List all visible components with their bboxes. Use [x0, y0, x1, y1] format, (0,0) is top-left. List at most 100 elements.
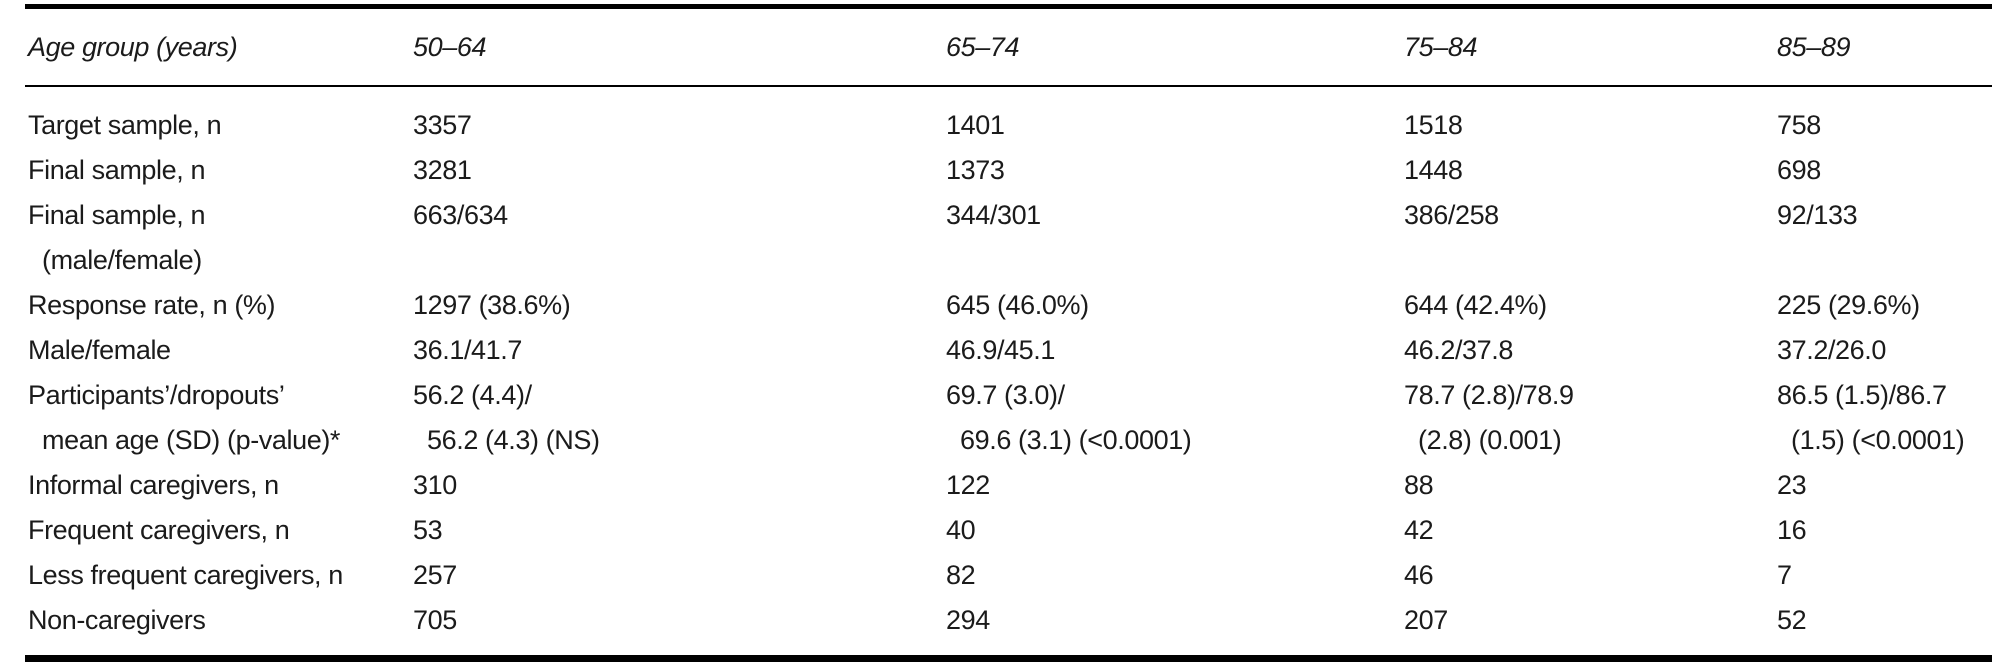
data-cell: 69.7 (3.0)/ 69.6 (3.1) (<0.0001) [946, 373, 1404, 463]
cell-line: 310 [413, 470, 457, 500]
data-cell: 386/258 [1404, 193, 1777, 283]
cell-line: 758 [1777, 110, 1821, 140]
cell-line: 1401 [946, 110, 1005, 140]
data-cell: 122 [946, 463, 1404, 508]
cell-line: Less frequent caregivers, n [28, 560, 343, 590]
header-label: 65–74 [946, 31, 1020, 62]
cell-line: (male/female) [42, 245, 202, 275]
cell-line: 78.7 (2.8)/78.9 [1404, 380, 1574, 410]
cell-line: (2.8) (0.001) [1418, 425, 1562, 455]
cell-line: 644 (42.4%) [1404, 290, 1547, 320]
row-label-cell: Less frequent caregivers, n [25, 553, 413, 598]
row-label-cell: Final sample, n [25, 148, 413, 193]
cell-line: 82 [946, 560, 976, 590]
table-row-male-female: Male/female 36.1/41.7 46.9/45.1 46.2/37.… [25, 328, 1992, 373]
cell-line: 53 [413, 515, 443, 545]
table-row-final-sample: Final sample, n 3281 1373 1448 698 [25, 148, 1992, 193]
header-label: 75–84 [1404, 31, 1478, 62]
cell-line: 36.1/41.7 [413, 335, 523, 365]
age-group-table: Age group (years) 50–64 65–74 75–84 85–8… [25, 0, 1992, 662]
data-cell: 37.2/26.0 [1777, 328, 1992, 373]
row-label-cell: Male/female [25, 328, 413, 373]
table-row-mean-age: Participants’/dropouts’ mean age (SD) (p… [25, 373, 1992, 463]
data-cell: 225 (29.6%) [1777, 283, 1992, 328]
data-cell: 46.9/45.1 [946, 328, 1404, 373]
table-row-less-frequent-caregivers: Less frequent caregivers, n 257 82 46 7 [25, 553, 1992, 598]
cell-line: Participants’/dropouts’ [28, 380, 285, 410]
cell-line: 1518 [1404, 110, 1463, 140]
cell-line: Informal caregivers, n [28, 470, 279, 500]
cell-line: 46.2/37.8 [1404, 335, 1514, 365]
cell-line: 40 [946, 515, 976, 545]
data-cell: 3281 [413, 148, 946, 193]
header-label: 85–89 [1777, 31, 1851, 62]
cell-line: 122 [946, 470, 990, 500]
cell-line: 663/634 [413, 200, 508, 230]
cell-line: 86.5 (1.5)/86.7 [1777, 380, 1947, 410]
cell-line: 92/133 [1777, 200, 1858, 230]
data-cell: 40 [946, 508, 1404, 553]
table-row-frequent-caregivers: Frequent caregivers, n 53 40 42 16 [25, 508, 1992, 553]
data-cell: 46.2/37.8 [1404, 328, 1777, 373]
cell-line: 46.9/45.1 [946, 335, 1056, 365]
data-cell: 698 [1777, 148, 1992, 193]
data-cell: 644 (42.4%) [1404, 283, 1777, 328]
header-75-84: 75–84 [1404, 25, 1777, 70]
cell-line: Final sample, n [28, 155, 206, 185]
cell-line: 207 [1404, 605, 1448, 635]
header-label: Age group (years) [28, 31, 238, 62]
header-50-64: 50–64 [413, 25, 946, 70]
cell-line: 1373 [946, 155, 1005, 185]
data-cell: 7 [1777, 553, 1992, 598]
data-cell: 1401 [946, 103, 1404, 148]
cell-line: (1.5) (<0.0001) [1791, 425, 1965, 455]
header-65-74: 65–74 [946, 25, 1404, 70]
cell-line: 1448 [1404, 155, 1463, 185]
data-cell: 42 [1404, 508, 1777, 553]
cell-line: 42 [1404, 515, 1434, 545]
table-row-non-caregivers: Non-caregivers 705 294 207 52 [25, 598, 1992, 643]
header-age-group: Age group (years) [25, 25, 413, 70]
table-header-row: Age group (years) 50–64 65–74 75–84 85–8… [25, 9, 1992, 85]
row-label-cell: Informal caregivers, n [25, 463, 413, 508]
cell-line: 69.7 (3.0)/ [946, 380, 1065, 410]
row-label-cell: Participants’/dropouts’ mean age (SD) (p… [25, 373, 413, 463]
data-cell: 1448 [1404, 148, 1777, 193]
cell-line: 1297 (38.6%) [413, 290, 571, 320]
cell-line: 16 [1777, 515, 1807, 545]
row-label-cell: Frequent caregivers, n [25, 508, 413, 553]
cell-line: 69.6 (3.1) (<0.0001) [960, 425, 1192, 455]
data-cell: 344/301 [946, 193, 1404, 283]
data-cell: 310 [413, 463, 946, 508]
table-bottom-rule [25, 655, 1992, 662]
cell-line: mean age (SD) (p-value)* [42, 425, 341, 455]
cell-line: Male/female [28, 335, 171, 365]
data-cell: 705 [413, 598, 946, 643]
table-header-rule [25, 85, 1992, 87]
data-cell: 1297 (38.6%) [413, 283, 946, 328]
data-cell: 23 [1777, 463, 1992, 508]
cell-line: 344/301 [946, 200, 1041, 230]
cell-line: 23 [1777, 470, 1807, 500]
cell-line: 52 [1777, 605, 1807, 635]
cell-line: Final sample, n [28, 200, 206, 230]
table-row-informal-caregivers: Informal caregivers, n 310 122 88 23 [25, 463, 1992, 508]
cell-line: 698 [1777, 155, 1821, 185]
cell-line: 257 [413, 560, 457, 590]
cell-line: 37.2/26.0 [1777, 335, 1887, 365]
table-row-response-rate: Response rate, n (%) 1297 (38.6%) 645 (4… [25, 283, 1992, 328]
cell-line: 294 [946, 605, 990, 635]
data-cell: 88 [1404, 463, 1777, 508]
row-label-cell: Response rate, n (%) [25, 283, 413, 328]
cell-line: 705 [413, 605, 457, 635]
cell-line: 3357 [413, 110, 472, 140]
cell-line: 225 (29.6%) [1777, 290, 1920, 320]
data-cell: 46 [1404, 553, 1777, 598]
cell-line: Frequent caregivers, n [28, 515, 290, 545]
header-85-89: 85–89 [1777, 25, 1992, 70]
data-cell: 663/634 [413, 193, 946, 283]
cell-line: 386/258 [1404, 200, 1499, 230]
row-label-cell: Non-caregivers [25, 598, 413, 643]
data-cell: 207 [1404, 598, 1777, 643]
